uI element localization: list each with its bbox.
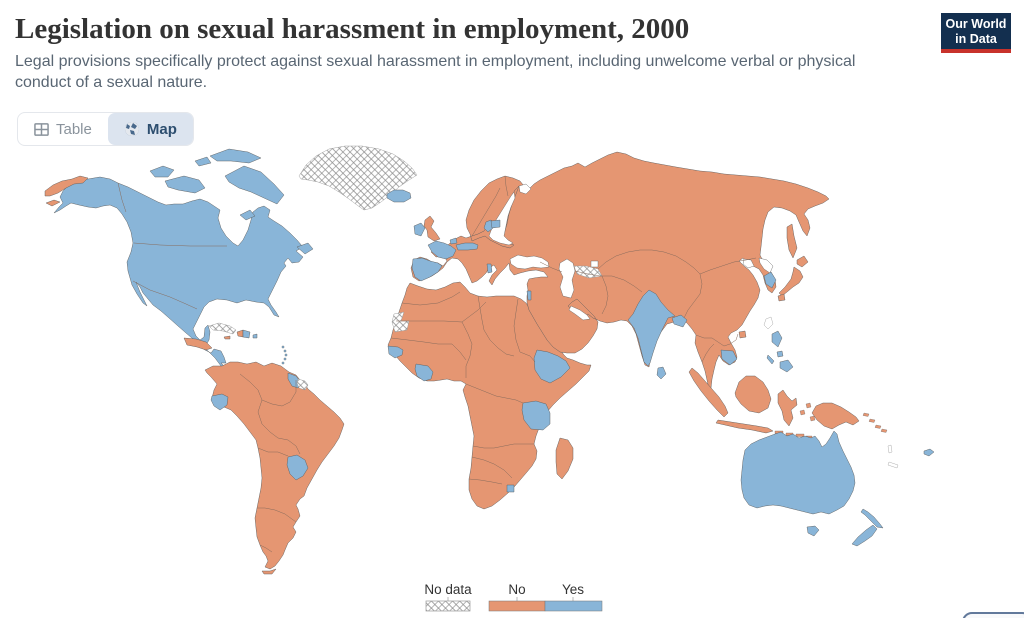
- svg-text:Yes: Yes: [562, 582, 584, 597]
- svg-text:No data: No data: [424, 582, 472, 597]
- svg-text:No: No: [508, 582, 525, 597]
